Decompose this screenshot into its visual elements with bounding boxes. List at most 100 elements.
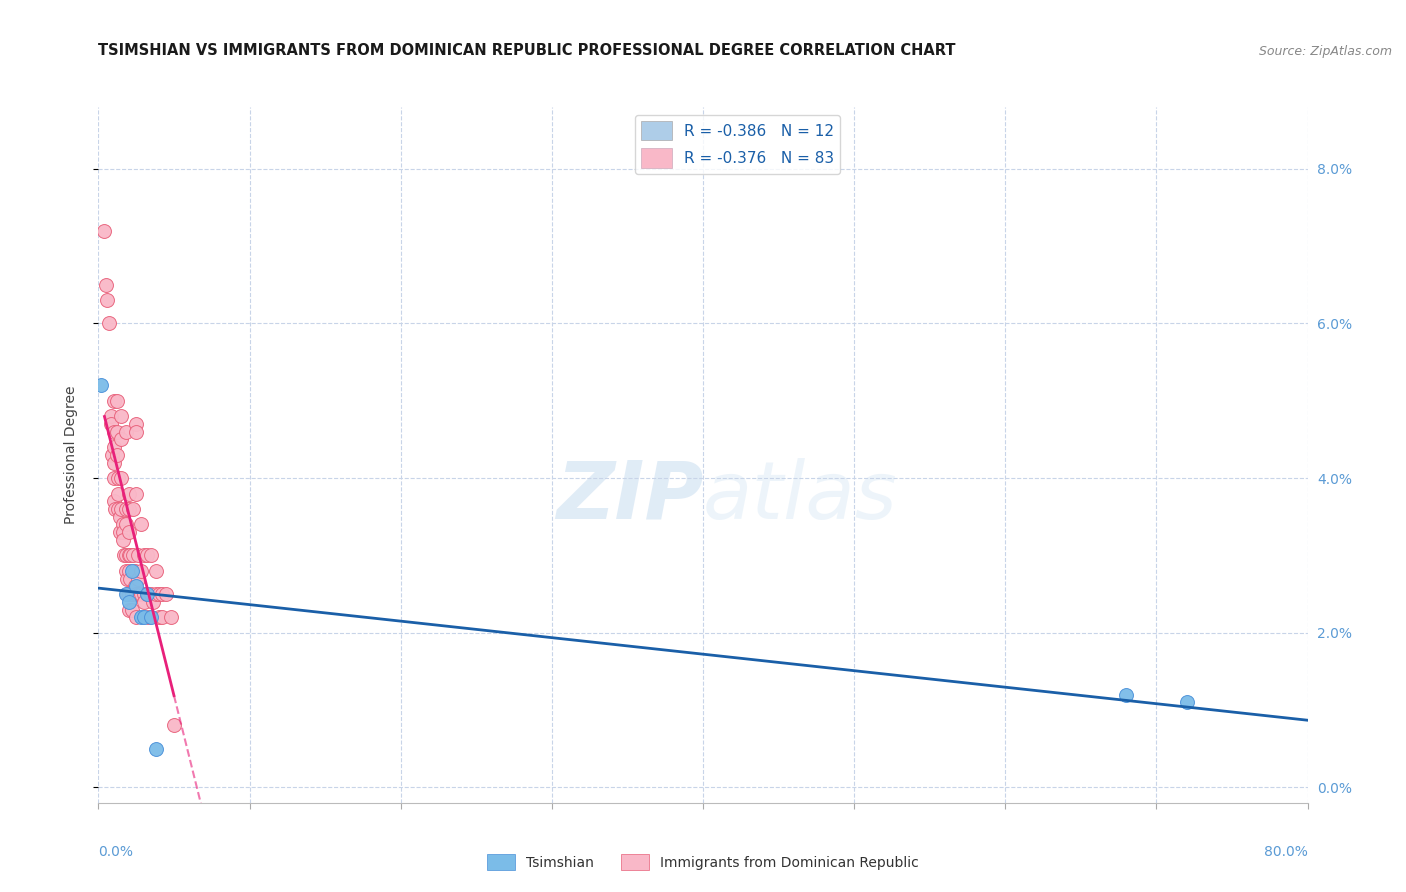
- Point: [125, 417, 148, 431]
- Point: [150, 587, 173, 601]
- Point: [129, 564, 152, 578]
- Point: [150, 610, 173, 624]
- Point: [135, 587, 157, 601]
- Point: [115, 572, 138, 586]
- Point: [125, 486, 148, 500]
- Point: [110, 409, 132, 424]
- Text: ZIP: ZIP: [555, 458, 703, 536]
- Point: [128, 587, 150, 601]
- Point: [136, 587, 159, 601]
- Point: [96, 293, 118, 308]
- Point: [122, 502, 145, 516]
- Point: [125, 579, 148, 593]
- Point: [107, 486, 129, 500]
- Point: [124, 564, 146, 578]
- Text: Source: ZipAtlas.com: Source: ZipAtlas.com: [1258, 45, 1392, 58]
- Point: [115, 587, 138, 601]
- Y-axis label: Professional Degree: Professional Degree: [63, 385, 77, 524]
- Point: [121, 587, 143, 601]
- Point: [145, 741, 167, 756]
- Text: 80.0%: 80.0%: [1264, 845, 1308, 858]
- Point: [114, 549, 136, 563]
- Text: atlas: atlas: [703, 458, 898, 536]
- Point: [1175, 695, 1198, 709]
- Point: [118, 502, 141, 516]
- Point: [118, 595, 141, 609]
- Point: [105, 425, 128, 439]
- Point: [122, 549, 145, 563]
- Point: [90, 378, 112, 392]
- Point: [103, 440, 125, 454]
- Point: [129, 517, 152, 532]
- Point: [111, 517, 134, 532]
- Point: [141, 549, 163, 563]
- Point: [114, 564, 136, 578]
- Point: [160, 610, 183, 624]
- Point: [127, 549, 149, 563]
- Point: [129, 610, 152, 624]
- Point: [114, 502, 136, 516]
- Point: [114, 425, 136, 439]
- Point: [107, 471, 129, 485]
- Point: [107, 502, 129, 516]
- Point: [114, 517, 136, 532]
- Point: [110, 433, 132, 447]
- Point: [120, 572, 142, 586]
- Point: [100, 409, 122, 424]
- Point: [148, 610, 170, 624]
- Point: [110, 471, 132, 485]
- Point: [125, 587, 148, 601]
- Point: [148, 587, 170, 601]
- Point: [132, 587, 155, 601]
- Point: [125, 425, 148, 439]
- Point: [98, 317, 121, 331]
- Point: [141, 610, 163, 624]
- Point: [114, 587, 136, 601]
- Point: [136, 610, 159, 624]
- Point: [141, 587, 163, 601]
- Point: [101, 448, 124, 462]
- Point: [118, 525, 141, 540]
- Point: [135, 549, 157, 563]
- Point: [120, 549, 142, 563]
- Point: [93, 224, 115, 238]
- Point: [103, 471, 125, 485]
- Point: [118, 587, 141, 601]
- Point: [132, 549, 155, 563]
- Point: [129, 587, 152, 601]
- Point: [145, 587, 167, 601]
- Point: [142, 595, 165, 609]
- Point: [132, 610, 155, 624]
- Point: [111, 525, 134, 540]
- Point: [124, 579, 146, 593]
- Point: [121, 564, 143, 578]
- Point: [111, 533, 134, 547]
- Point: [104, 502, 127, 516]
- Point: [118, 486, 141, 500]
- Point: [108, 509, 131, 524]
- Legend: Tsimshian, Immigrants from Dominican Republic: Tsimshian, Immigrants from Dominican Rep…: [481, 848, 925, 876]
- Point: [118, 549, 141, 563]
- Point: [100, 417, 122, 431]
- Point: [135, 587, 157, 601]
- Point: [103, 494, 125, 508]
- Point: [127, 572, 149, 586]
- Point: [105, 448, 128, 462]
- Point: [103, 425, 125, 439]
- Point: [110, 502, 132, 516]
- Text: TSIMSHIAN VS IMMIGRANTS FROM DOMINICAN REPUBLIC PROFESSIONAL DEGREE CORRELATION : TSIMSHIAN VS IMMIGRANTS FROM DOMINICAN R…: [98, 43, 956, 58]
- Point: [1115, 688, 1137, 702]
- Point: [118, 602, 141, 616]
- Point: [108, 525, 131, 540]
- Point: [118, 564, 141, 578]
- Point: [105, 393, 128, 408]
- Point: [155, 587, 177, 601]
- Point: [163, 718, 186, 732]
- Point: [145, 564, 167, 578]
- Point: [94, 277, 117, 292]
- Point: [121, 602, 143, 616]
- Point: [103, 393, 125, 408]
- Point: [125, 610, 148, 624]
- Point: [132, 595, 155, 609]
- Point: [103, 456, 125, 470]
